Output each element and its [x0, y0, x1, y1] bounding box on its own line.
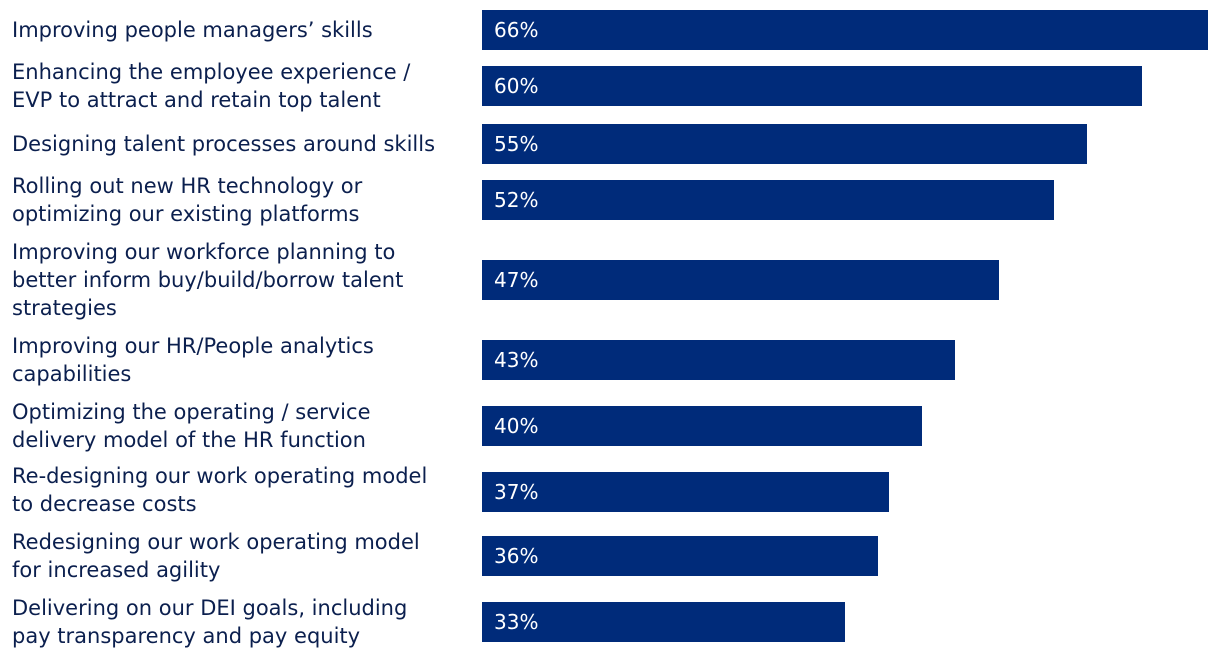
bar-value-label: 55%	[494, 132, 539, 156]
category-label: Designing talent processes around skills	[12, 132, 436, 156]
bar-value-label: 33%	[494, 610, 539, 634]
bar-value-label: 47%	[494, 268, 539, 292]
category-label: Improving our HR/People analytics capabi…	[12, 334, 374, 386]
bar-value-label: 52%	[494, 188, 539, 212]
bar: 60%	[482, 66, 1142, 106]
category-label: Delivering on our DEI goals, including p…	[12, 596, 408, 648]
category-label: Improving our workforce planning to bett…	[12, 240, 404, 320]
bar: 47%	[482, 260, 999, 300]
bar-value-label: 40%	[494, 414, 539, 438]
bar: 36%	[482, 536, 878, 576]
bar-value-label: 60%	[494, 74, 539, 98]
category-label: Rolling out new HR technology or optimiz…	[12, 174, 363, 226]
bar-value-label: 43%	[494, 348, 539, 372]
category-label: Optimizing the operating / service deliv…	[12, 400, 371, 452]
bar: 37%	[482, 472, 889, 512]
category-label: Redesigning our work operating model for…	[12, 530, 420, 582]
category-label: Improving people managers’ skills	[12, 18, 373, 42]
bar: 33%	[482, 602, 845, 642]
bar: 66%	[482, 10, 1208, 50]
category-label: Enhancing the employee experience / EVP …	[12, 60, 411, 112]
bar: 52%	[482, 180, 1054, 220]
bar: 55%	[482, 124, 1087, 164]
bar: 43%	[482, 340, 955, 380]
bar-value-label: 66%	[494, 18, 539, 42]
bar-value-label: 37%	[494, 480, 539, 504]
category-label: Re-designing our work operating model to…	[12, 464, 428, 516]
bar-value-label: 36%	[494, 544, 539, 568]
bar: 40%	[482, 406, 922, 446]
